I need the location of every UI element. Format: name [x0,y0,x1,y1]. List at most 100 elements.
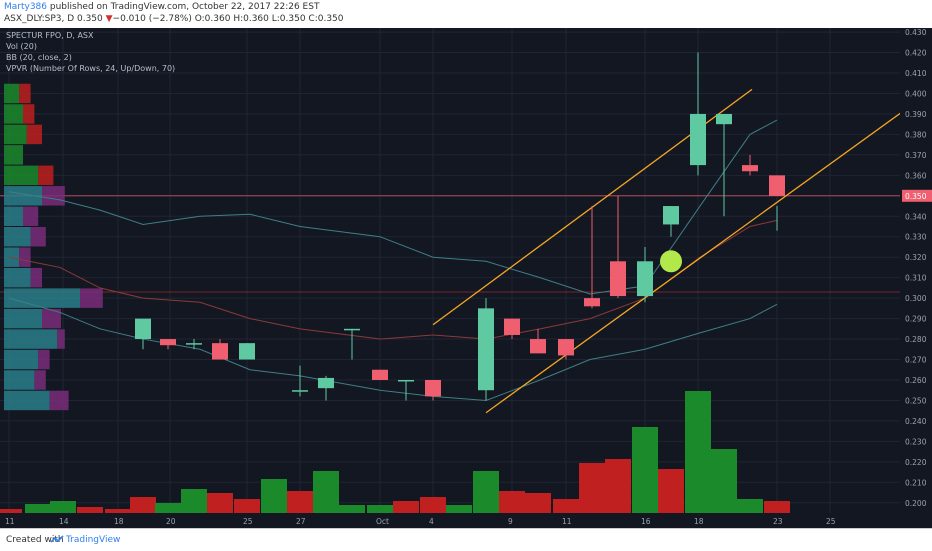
y-tick-label: 0.280 [905,335,927,344]
vpvr-row-down [30,227,46,247]
volume-bar [446,505,472,513]
y-tick-label: 0.430 [905,28,927,37]
vpvr-row-down [38,349,50,370]
vpvr-row-down [23,206,39,227]
candle-body [344,328,360,331]
price-axis-bg [900,28,932,528]
vpvr-row-down [38,165,54,186]
x-tick-label: 25 [826,517,836,526]
y-tick-label: 0.260 [905,376,927,385]
x-tick-label: 18 [694,517,704,526]
volume-bar [632,427,658,513]
x-tick-label: Oct [376,517,389,526]
candle-body [478,308,494,391]
legend-vol: Vol (20) [6,42,37,51]
candle-body [135,318,151,340]
y-tick-label: 0.270 [905,356,927,365]
legend-title: SPECTUR FPO, D, ASX [6,31,94,40]
x-tick-label: 11 [5,517,15,526]
created-with-text: Created with [6,535,64,545]
volume-bar [764,501,790,513]
publish-header: Marty386 published on TradingView.com, O… [0,0,932,28]
candle-body [663,206,679,225]
y-tick-label: 0.330 [905,233,927,242]
candle-body [318,377,334,389]
volume-bar [685,391,711,513]
volume-bars [0,391,790,513]
footer: Created with TradingView [0,528,932,551]
volume-bar [420,497,446,513]
x-tick-label: 4 [429,517,434,526]
vpvr-row-down [19,247,31,267]
x-tick-label: 9 [508,517,513,526]
vpvr-row-up [4,329,58,349]
legend-bb: BB (20, close, 2) [6,53,72,62]
candle-body [292,390,308,392]
volume-bar [393,501,419,513]
price-label-text: 0.350 [905,192,927,201]
y-tick-label: 0.220 [905,458,927,467]
volume-bar [207,493,233,513]
volume-bar [261,479,287,513]
volume-bar [105,509,131,513]
vpvr-row-up [4,308,42,329]
change-down-icon: ▼ [105,14,113,24]
vpvr-row-down [42,186,65,206]
candle-body [160,339,176,346]
y-tick-label: 0.380 [905,130,927,139]
symbol-info: ASX_DLY:SP3, D 0.350 ▼−0.010 (−2.78%) O:… [4,13,344,25]
legend-vpvr: VPVR (Number Of Rows, 24, Up/Down, 70) [6,64,175,73]
author-link[interactable]: Marty386 [4,2,48,12]
bb-upper [8,119,778,295]
y-tick-label: 0.420 [905,49,927,58]
y-tick-label: 0.310 [905,274,927,283]
volume-bar [579,463,605,513]
volume-bar [711,449,737,513]
volume-bar [77,507,103,513]
x-tick-label: 16 [641,517,651,526]
volume-bar [605,459,631,513]
volume-bar [525,493,551,513]
vpvr-row-up [4,83,20,104]
vpvr-row-up [4,145,23,165]
x-tick-label: 20 [166,517,176,526]
volume-bar [181,489,207,513]
vpvr-row-down [57,329,65,349]
volume-bar [25,504,51,513]
y-tick-label: 0.340 [905,212,927,221]
highlight-circle [660,250,682,273]
y-tick-label: 0.200 [905,499,927,508]
y-tick-label: 0.370 [905,151,927,160]
price-axis[interactable]: 0.200 0.210 0.220 0.230 0.240 0.250 0.260 0.270… [900,28,932,528]
publish-info: Marty386 published on TradingView.com, O… [4,1,319,13]
candle-body [742,165,758,172]
vpvr-row-down [34,370,46,390]
volume-bar [339,505,365,513]
volume-bar [553,499,579,513]
volume-bar [287,491,313,513]
vpvr-row-up [4,390,50,411]
time-axis[interactable]: 11 14 18 20 25 27 Oct 4 9 11 16 18 23 25 [0,513,900,528]
price-chart[interactable]: 0.200 0.210 0.220 0.230 0.240 0.250 0.260 0.270… [0,28,932,528]
y-tick-label: 0.360 [905,171,927,180]
vpvr-row-down [26,124,42,145]
y-tick-label: 0.240 [905,417,927,426]
candle-body [610,261,626,297]
candle-body [584,298,600,307]
x-tick-label: 11 [562,517,572,526]
vpvr-row-down [49,390,69,411]
volume-bar [737,499,763,513]
vpvr-row-up [4,247,20,267]
candle-body [637,261,653,297]
tradingview-link[interactable]: TradingView [66,535,121,545]
y-tick-label: 0.410 [905,69,927,78]
x-tick-label: 23 [773,517,783,526]
vpvr-row-up [4,165,39,186]
candle-body [769,175,785,196]
time-axis-bg [0,513,900,528]
volume-bar [658,469,684,513]
ohlc-text: −0.010 (−2.78%) O:0.360 H:0.360 L:0.350 … [112,14,344,24]
y-tick-label: 0.300 [905,294,927,303]
x-tick-label: 27 [296,517,306,526]
candle-body [558,339,574,356]
